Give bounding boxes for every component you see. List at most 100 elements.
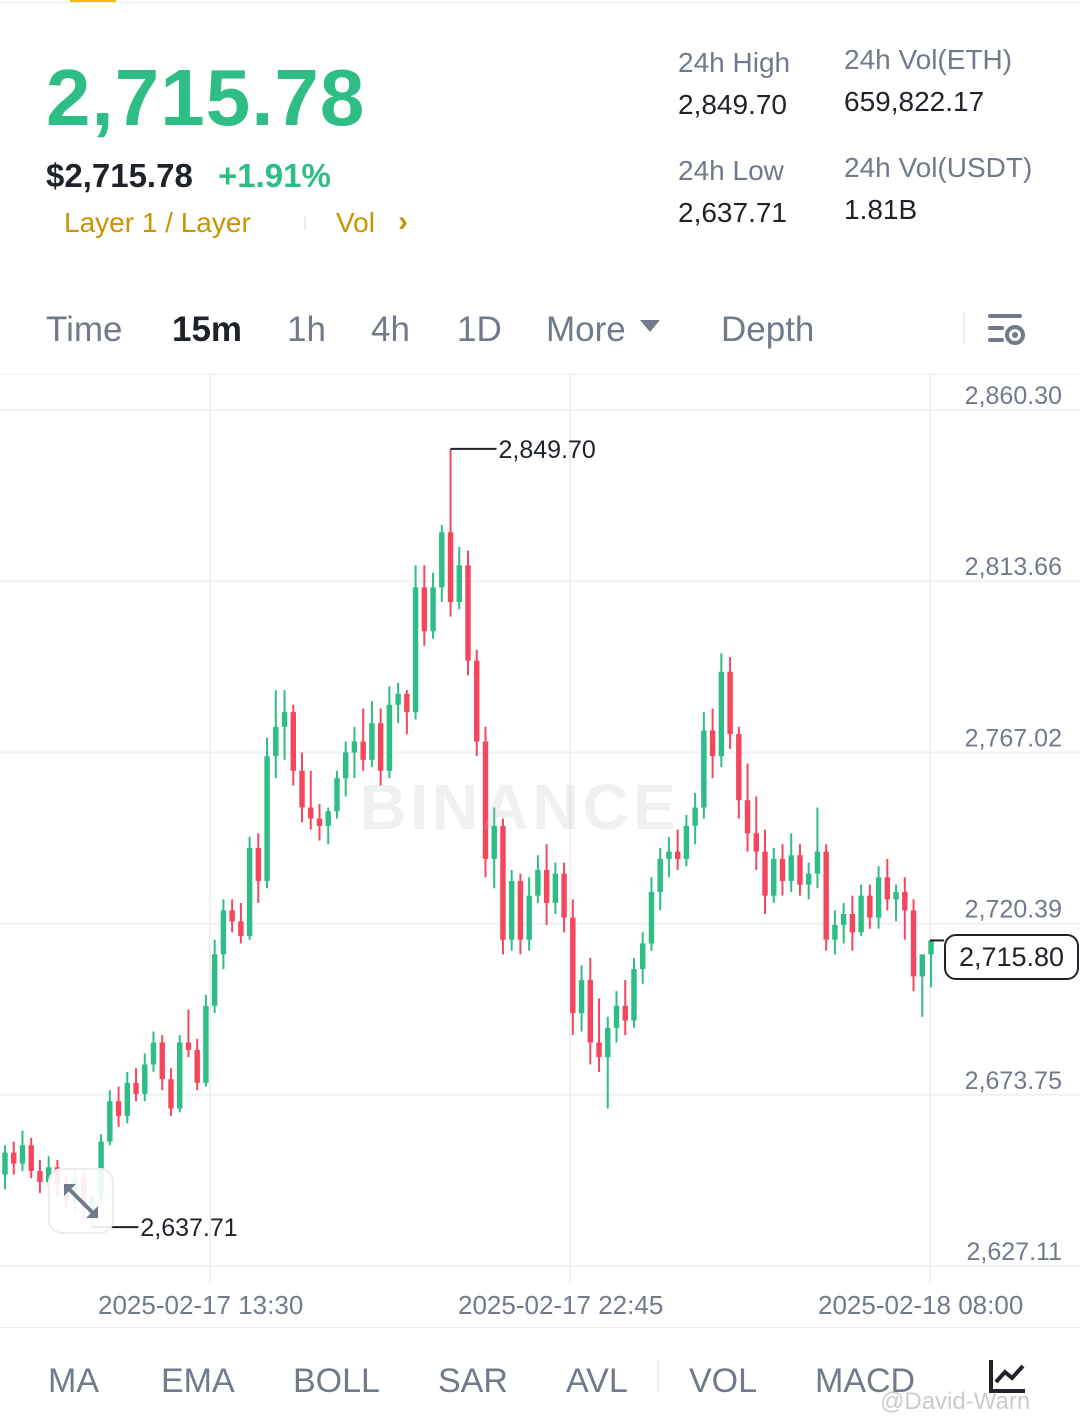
candle-body — [858, 895, 864, 933]
candle-body — [107, 1101, 113, 1142]
candle-body — [430, 587, 436, 632]
kline-chart[interactable]: 2,860.30 2,813.66 2,767.02 2,720.39 2,673.75… — [0, 375, 1080, 1327]
tab-1h[interactable]: 1h — [287, 310, 326, 349]
candle-body — [910, 910, 917, 977]
y-axis-label: 2,767.02 — [965, 724, 1062, 752]
candle-body — [115, 1101, 122, 1116]
tag-divider — [304, 216, 306, 230]
candle-body — [150, 1042, 157, 1065]
high-marker-label: 2,849.70 — [499, 436, 596, 464]
candle-body — [727, 671, 733, 735]
vol-eth-value: 659,822.17 — [844, 86, 985, 117]
candle-body — [133, 1082, 139, 1094]
candle-body — [19, 1145, 26, 1164]
candle-body — [814, 851, 821, 874]
high-value: 2,849.70 — [678, 89, 787, 120]
candle-body — [491, 825, 497, 859]
category-tag-link[interactable]: Layer 1 / Layer — [64, 207, 251, 238]
caret-down-icon[interactable] — [640, 320, 660, 332]
tabs-bottom-divider — [0, 374, 1080, 375]
fullscreen-button[interactable] — [48, 1168, 114, 1234]
candle-body — [159, 1042, 165, 1080]
candle-body — [404, 693, 410, 713]
candle-body — [797, 855, 803, 885]
chevron-right-icon[interactable]: › — [398, 205, 408, 238]
top-divider — [0, 2, 1080, 3]
low-marker-label: 2,637.71 — [140, 1214, 237, 1242]
y-axis-label: 2,860.30 — [965, 382, 1062, 410]
price-change-percent: +1.91% — [218, 157, 331, 194]
candle-body — [517, 880, 524, 940]
candle-body — [11, 1152, 17, 1164]
candle-body — [500, 825, 506, 940]
tabs-divider — [963, 312, 965, 344]
tab-4h[interactable]: 4h — [371, 310, 410, 349]
indicator-settings-icon[interactable] — [988, 1358, 1028, 1394]
candle-body — [124, 1082, 131, 1116]
candle-body — [622, 1005, 628, 1021]
candle-body — [255, 847, 262, 881]
candle-body — [561, 873, 567, 918]
indicator-avl[interactable]: AVL — [566, 1362, 628, 1400]
current-price-tag[interactable]: 2,715.80 — [944, 934, 1079, 980]
last-price: 2,715.78 — [46, 53, 366, 142]
image-credit: @David-Warn — [880, 1388, 1031, 1415]
indicator-sar[interactable]: SAR — [438, 1362, 508, 1400]
candle-body — [805, 873, 812, 885]
candle-body — [779, 858, 786, 881]
candle-body — [840, 914, 847, 926]
candle-body — [526, 895, 532, 940]
candle-body — [325, 811, 331, 826]
candle-body — [587, 980, 594, 1043]
candle-body — [185, 1042, 192, 1050]
y-axis-label: 2,813.66 — [965, 553, 1062, 581]
candle-body — [884, 877, 891, 900]
indicator-vol[interactable]: VOL — [689, 1362, 758, 1400]
tab-time[interactable]: Time — [46, 310, 123, 349]
candle-body — [299, 770, 305, 808]
candle-body — [570, 917, 576, 1014]
indicator-ma[interactable]: MA — [48, 1362, 99, 1400]
indicator-ema[interactable]: EMA — [161, 1362, 235, 1400]
tab-more[interactable]: More — [546, 310, 626, 349]
candle-body — [753, 833, 759, 852]
candle-body — [867, 895, 873, 918]
candle-body — [229, 910, 235, 922]
candle-body — [666, 851, 672, 859]
time-label: 2025-02-17 22:45 — [458, 1290, 664, 1320]
time-label: 2025-02-17 13:30 — [98, 1290, 304, 1320]
candle-body — [264, 756, 270, 881]
candle-body — [543, 869, 550, 903]
candle-body — [447, 532, 454, 602]
vol-rank-link[interactable]: Vol — [336, 207, 375, 238]
candle-body — [657, 858, 663, 892]
vol-eth-label: 24h Vol(ETH) — [844, 44, 1013, 75]
indicator-boll[interactable]: BOLL — [293, 1362, 380, 1400]
candle-body — [456, 565, 462, 602]
candle-body — [386, 704, 393, 771]
y-axis-label: 2,720.39 — [965, 896, 1062, 924]
candle-body — [211, 954, 218, 1006]
candle-body — [596, 1042, 602, 1058]
time-axis-divider — [0, 1327, 1080, 1328]
candle-body — [316, 818, 323, 826]
indicator-macd[interactable]: MACD — [815, 1362, 916, 1400]
candle-body — [919, 954, 925, 977]
kline-chart-canvas: 2,860.30 2,813.66 2,767.02 2,720.39 2,673.75… — [0, 375, 1080, 1282]
tab-15m[interactable]: 15m — [172, 310, 243, 349]
candle-body — [849, 914, 856, 933]
price-usd: $2,715.78 — [46, 157, 193, 194]
low-label: 24h Low — [678, 155, 784, 186]
candle-body — [631, 969, 637, 1021]
candle-body — [674, 851, 681, 859]
chart-settings-icon[interactable] — [986, 310, 1028, 350]
tab-depth[interactable]: Depth — [721, 310, 815, 349]
candle-body — [701, 730, 707, 808]
candle-body — [177, 1042, 183, 1109]
candle-body — [439, 532, 445, 588]
candle-body — [762, 851, 768, 896]
high-label: 24h High — [678, 47, 791, 78]
candle-body — [412, 587, 419, 713]
y-axis-label: 2,627.11 — [967, 1238, 1062, 1266]
tab-1d[interactable]: 1D — [457, 310, 502, 349]
